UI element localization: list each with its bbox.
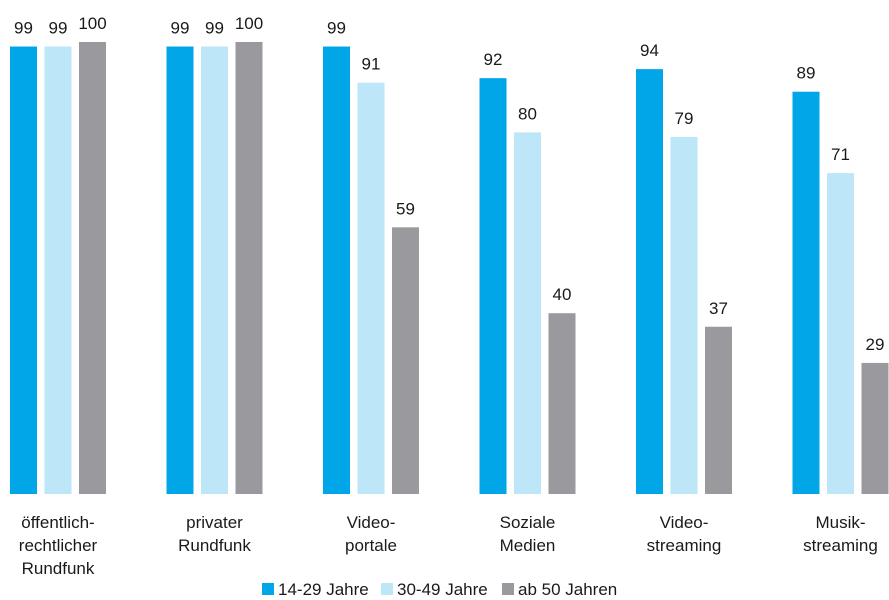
bar: [79, 42, 106, 494]
category-label: Video-portale: [345, 513, 397, 555]
category-label-line: portale: [345, 536, 397, 555]
data-label: 99: [171, 19, 190, 38]
bar: [514, 132, 541, 494]
data-label: 29: [866, 335, 885, 354]
data-label: 71: [831, 145, 850, 164]
data-label: 99: [49, 19, 68, 38]
category-label: öffentlich-rechtlicher Rundfunk: [19, 513, 98, 578]
data-label: 89: [797, 64, 816, 83]
bar: [792, 91, 820, 494]
bar: [323, 46, 350, 495]
bar: [44, 46, 72, 495]
bar: [705, 326, 732, 494]
data-label: 94: [640, 41, 659, 60]
data-label: 100: [235, 14, 263, 33]
data-label: 92: [484, 50, 503, 69]
data-label: 37: [709, 299, 728, 318]
data-label: 91: [362, 55, 381, 74]
bar: [166, 46, 194, 495]
bar: [10, 46, 37, 495]
bar: [392, 227, 419, 494]
legend-label: 30-49 Jahre: [397, 580, 488, 599]
legend-swatch: [262, 583, 274, 595]
category-label: privater Rundfunk: [178, 513, 251, 555]
legend-label: 14-29 Jahre: [278, 580, 369, 599]
category-label-line: privater: [186, 513, 243, 532]
data-label: 99: [205, 19, 224, 38]
data-label: 59: [396, 199, 415, 218]
bar: [201, 46, 228, 495]
category-label-line: Video-: [347, 513, 396, 532]
data-label: 80: [518, 104, 537, 123]
category-label: Video-streaming: [647, 513, 722, 555]
data-label: 99: [327, 19, 346, 38]
category-label-line: Rundfunk: [178, 536, 251, 555]
data-label: 79: [675, 109, 694, 128]
category-label-line: streaming: [803, 536, 878, 555]
category-label: Soziale Medien: [500, 513, 556, 555]
value-labels-layer: 99 99 100 99 99 100 99 91 59 92 80 40 94 79 37 89 71 29: [14, 14, 884, 354]
category-label-line: streaming: [647, 536, 722, 555]
bar: [357, 82, 385, 495]
category-label-line: Medien: [500, 536, 556, 555]
bar: [861, 362, 889, 494]
bar: [548, 313, 576, 494]
category-label-line: öffentlich-: [21, 513, 94, 532]
category-label: Musik-streaming: [803, 513, 878, 555]
bar: [827, 173, 854, 494]
data-label: 40: [553, 285, 572, 304]
category-label-line: Rundfunk: [22, 559, 95, 578]
category-labels-layer: öffentlich-rechtlicher Rundfunk privater Ru…: [19, 513, 878, 578]
bar: [670, 136, 698, 495]
category-label-line: Musik-: [815, 513, 865, 532]
bar: [636, 69, 663, 495]
category-label-line: Soziale: [500, 513, 556, 532]
category-label-line: rechtlicher: [19, 536, 98, 555]
category-label-line: Video-: [660, 513, 709, 532]
data-label: 99: [14, 19, 33, 38]
legend: 14-29 Jahre 30-49 Jahre ab 50 Jahren: [262, 580, 617, 599]
data-label: 100: [78, 14, 106, 33]
legend-swatch: [502, 583, 514, 595]
bar: [235, 42, 263, 494]
legend-label: ab 50 Jahren: [518, 580, 617, 599]
legend-swatch: [381, 583, 393, 595]
bars-layer: [10, 42, 889, 495]
bar: [479, 78, 507, 494]
